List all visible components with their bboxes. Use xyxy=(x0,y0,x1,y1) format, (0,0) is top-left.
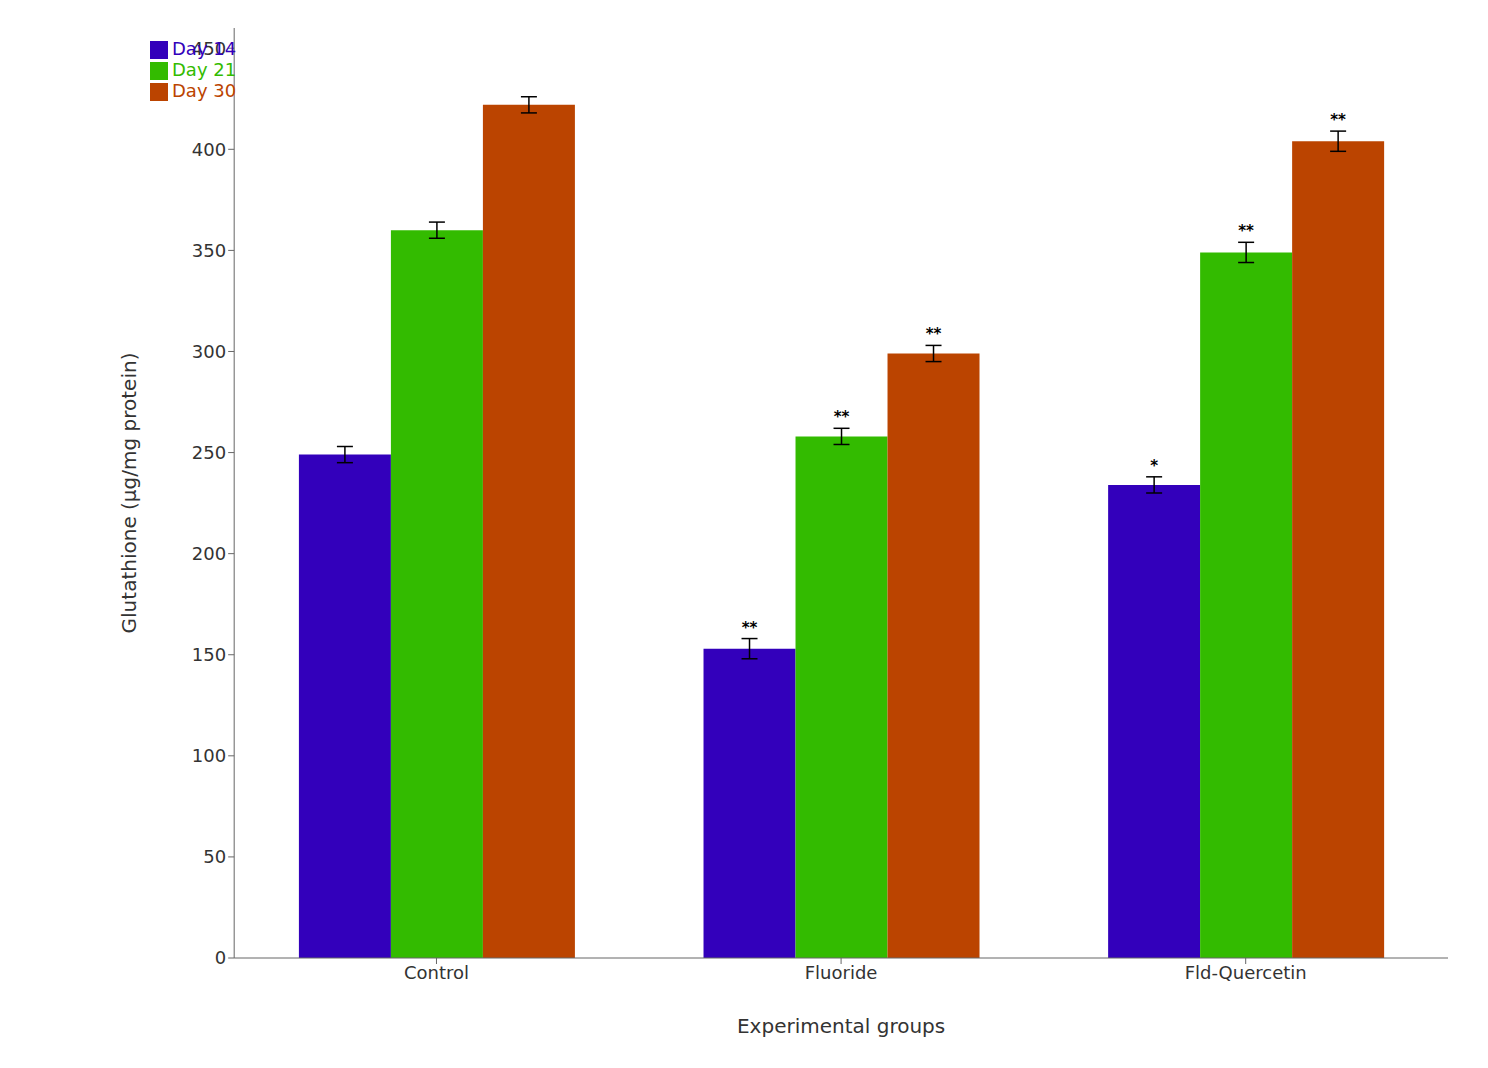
svg-text:0: 0 xyxy=(215,947,226,968)
svg-text:Fluoride: Fluoride xyxy=(805,962,878,983)
svg-text:**: ** xyxy=(834,408,850,426)
svg-text:**: ** xyxy=(1238,222,1254,240)
svg-text:Fld-Quercetin: Fld-Quercetin xyxy=(1185,962,1307,983)
svg-text:Experimental groups: Experimental groups xyxy=(737,1014,945,1038)
svg-text:150: 150 xyxy=(192,644,226,665)
svg-text:**: ** xyxy=(1330,111,1346,129)
svg-text:50: 50 xyxy=(203,846,226,867)
svg-text:Glutathione (μg/mg protein): Glutathione (μg/mg protein) xyxy=(117,353,141,634)
svg-text:450: 450 xyxy=(192,38,226,59)
svg-text:**: ** xyxy=(926,325,942,343)
svg-text:**: ** xyxy=(742,619,758,637)
svg-text:100: 100 xyxy=(192,745,226,766)
svg-text:Control: Control xyxy=(404,962,469,983)
svg-text:400: 400 xyxy=(192,139,226,160)
svg-text:350: 350 xyxy=(192,240,226,261)
svg-text:300: 300 xyxy=(192,341,226,362)
svg-text:250: 250 xyxy=(192,442,226,463)
svg-text:200: 200 xyxy=(192,543,226,564)
svg-text:*: * xyxy=(1150,457,1158,475)
